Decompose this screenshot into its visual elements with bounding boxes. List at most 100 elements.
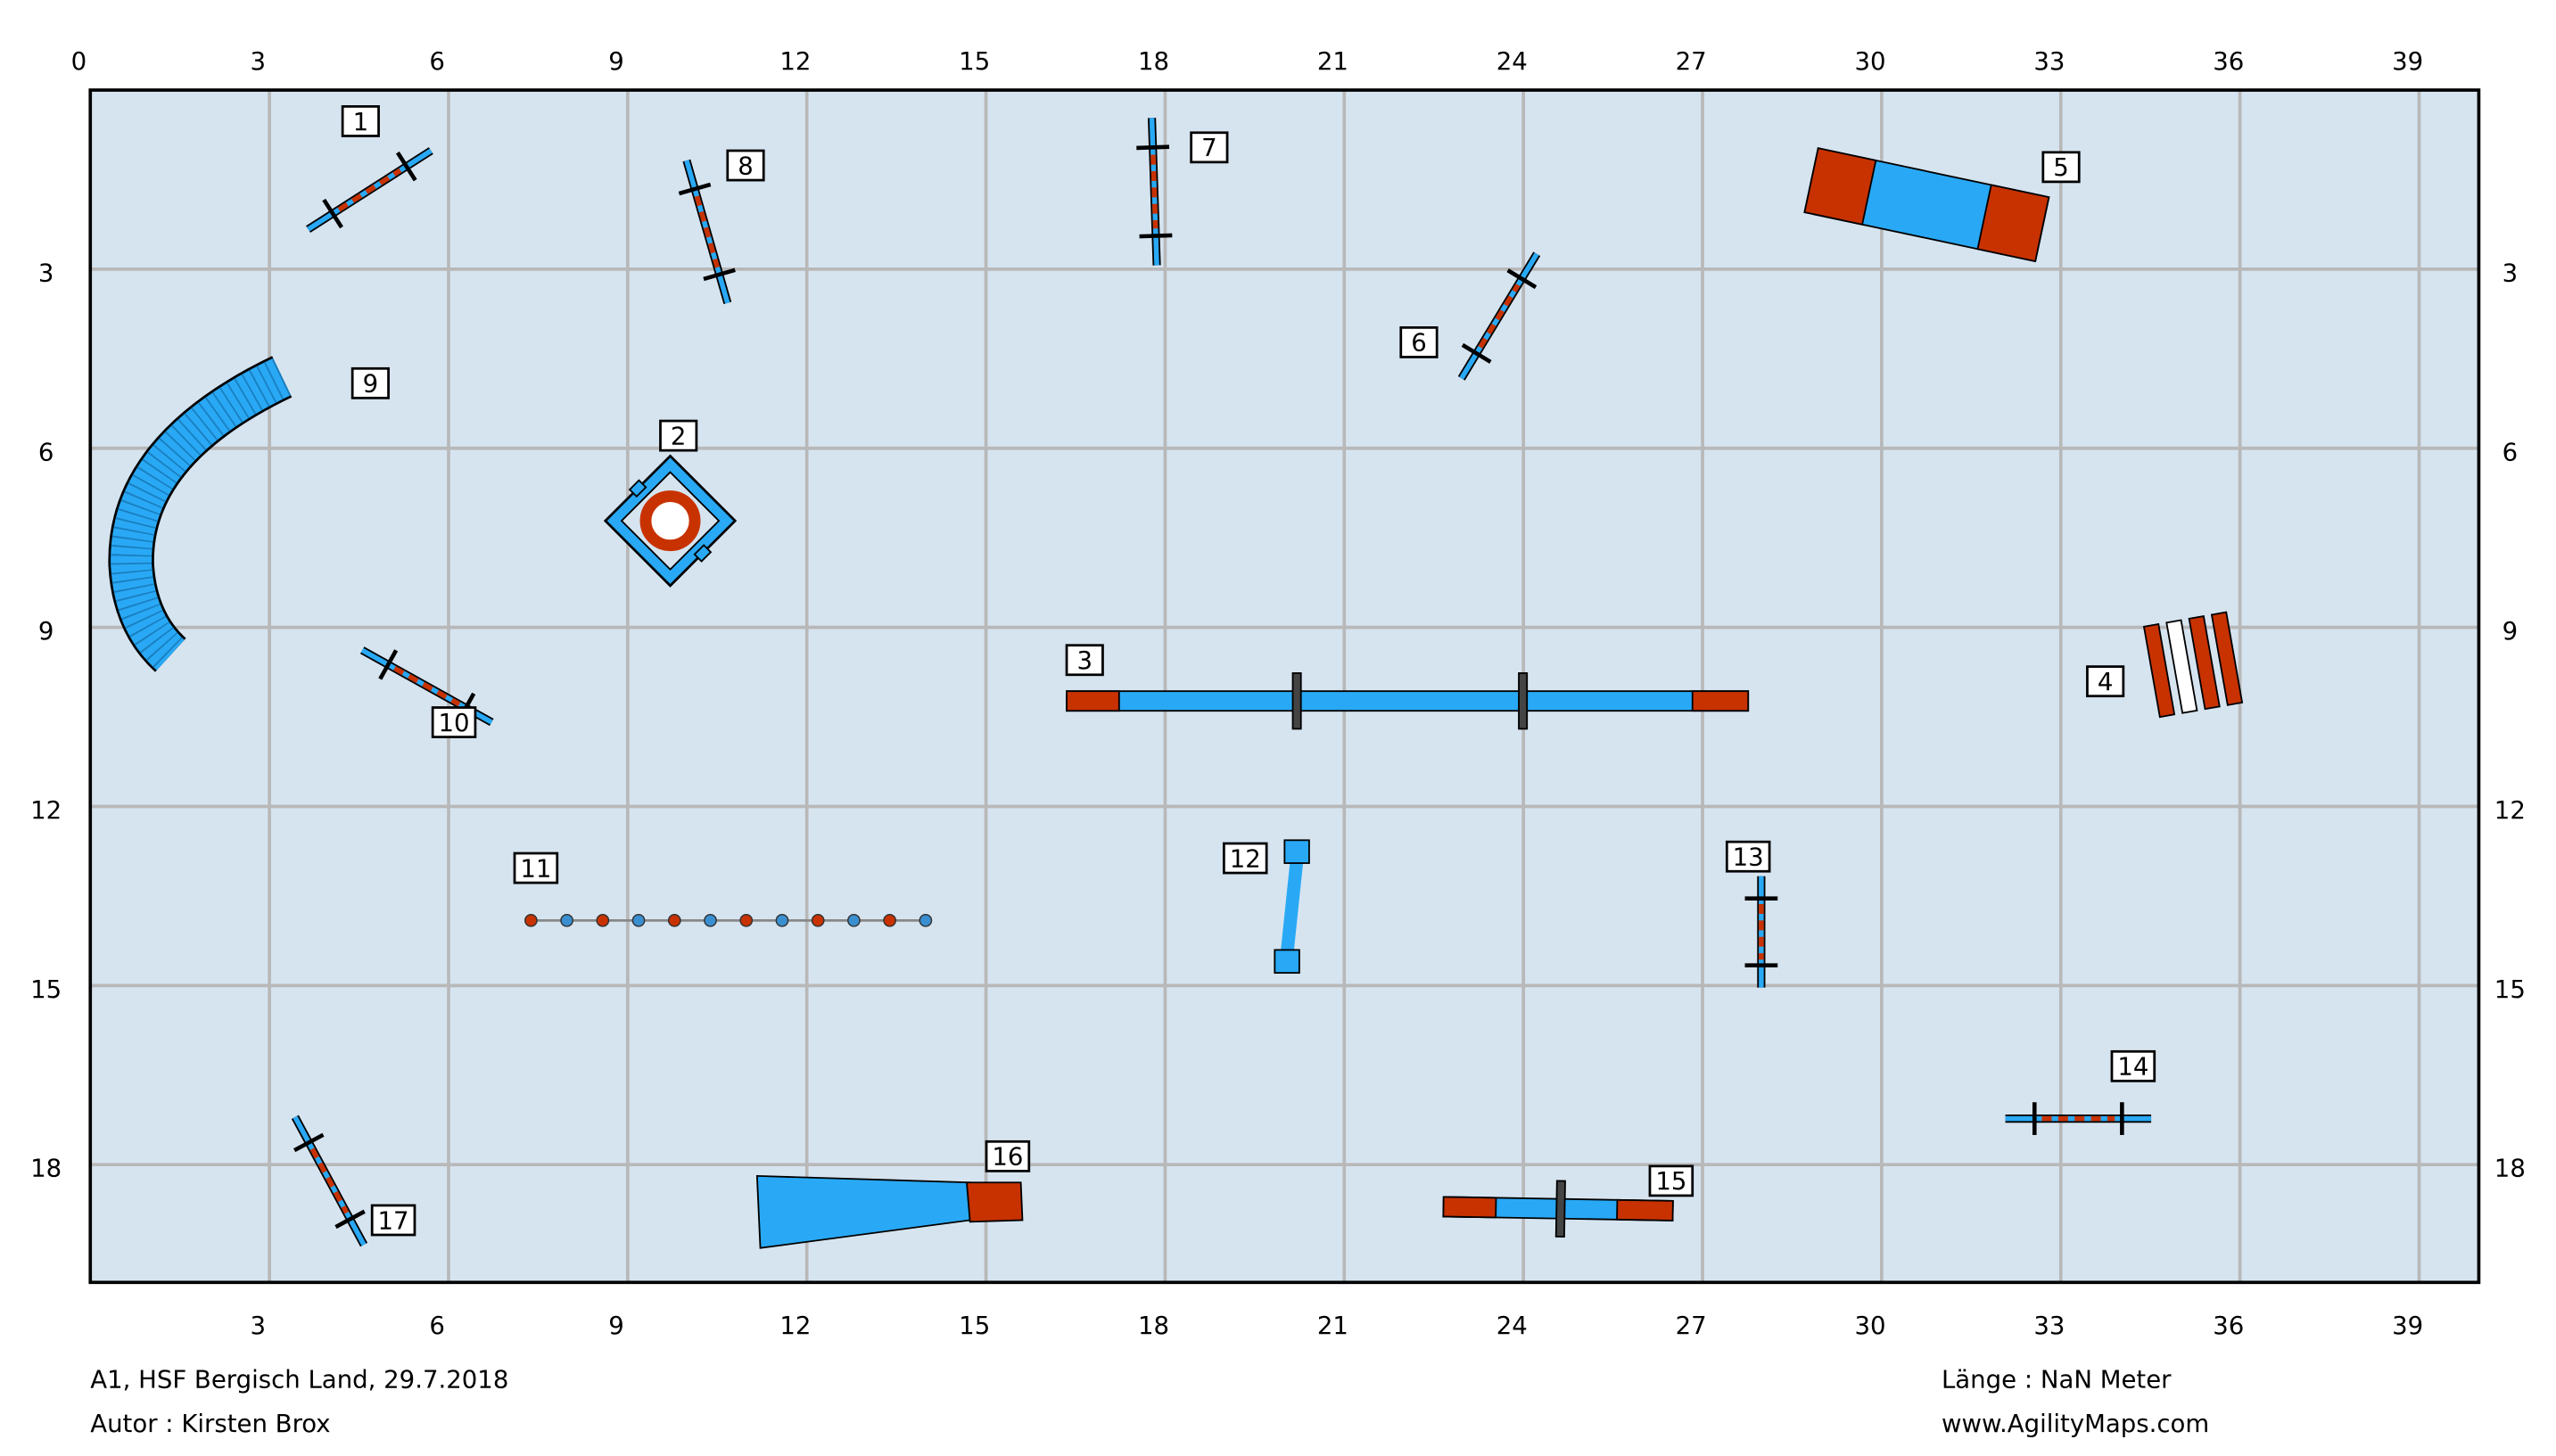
label-box — [659, 419, 698, 452]
weave-pole — [847, 913, 861, 927]
obstacle-number: 15 — [1655, 1167, 1686, 1196]
label-box — [2041, 151, 2081, 184]
label-box — [985, 1139, 1031, 1172]
weave-pole — [919, 913, 933, 927]
obstacle-number: 8 — [738, 152, 754, 180]
jump-middle — [1478, 284, 1521, 349]
obstacle-number: 11 — [520, 854, 551, 883]
field — [90, 90, 2479, 1283]
x-tick-label: 21 — [1317, 47, 1348, 76]
grid — [90, 90, 2479, 1283]
x-tick-label: 21 — [1317, 1312, 1348, 1340]
y-tick-label: 12 — [2494, 796, 2526, 825]
y-tick-label: 12 — [30, 796, 62, 825]
obstacle-number: 9 — [363, 370, 379, 399]
x-tick-label: 9 — [608, 1312, 624, 1340]
field-border — [88, 88, 2481, 1285]
y-tick-label: 9 — [38, 617, 54, 646]
y-tick-label: 3 — [2502, 259, 2519, 287]
label-box — [2110, 1049, 2156, 1082]
jump-wing — [1139, 233, 1173, 239]
y-tick-label: 15 — [2494, 975, 2526, 1004]
weave-pole — [524, 913, 538, 927]
x-tick-label: 33 — [2033, 1312, 2065, 1340]
jump-wing — [378, 649, 399, 680]
x-tick-label: 24 — [1496, 1312, 1528, 1340]
jump-middle — [1150, 154, 1158, 229]
obstacle-number: 1 — [353, 108, 369, 136]
jump-wing — [1461, 342, 1492, 364]
x-tick-label: 39 — [2392, 47, 2423, 76]
jump — [678, 159, 736, 305]
jump-wing — [703, 267, 736, 282]
x-tick-label: 3 — [250, 1312, 266, 1340]
obstacle-number: 5 — [2053, 153, 2069, 182]
jump-middle — [393, 666, 461, 707]
jump-wing — [1136, 144, 1170, 151]
x-tick-label: 39 — [2392, 1312, 2423, 1340]
long-jump — [2142, 611, 2244, 719]
weave-pole — [775, 913, 789, 927]
obstacle-number: 2 — [671, 422, 687, 450]
x-tick-label: 30 — [1855, 47, 1886, 76]
x-tick-label: 36 — [2213, 47, 2244, 76]
chute-entry — [965, 1181, 1024, 1223]
weave-pole — [811, 913, 825, 927]
author-text: Autor : Kirsten Brox — [90, 1410, 330, 1438]
x-tick-label: 24 — [1496, 47, 1528, 76]
jump-middle — [309, 1148, 350, 1214]
obstacle-number: 10 — [439, 709, 470, 737]
weave-pole — [667, 913, 681, 927]
x-tick-label: 6 — [429, 47, 445, 76]
label-box — [350, 366, 390, 399]
jump — [291, 1115, 368, 1247]
x-tick-label: 6 — [429, 1312, 445, 1340]
jump — [1744, 876, 1778, 988]
jump-wing — [293, 1132, 325, 1153]
jump-wing — [334, 1209, 366, 1230]
y-tick-label: 9 — [2502, 617, 2519, 646]
label-box — [370, 1204, 416, 1237]
x-tick-label: 27 — [1676, 1312, 1707, 1340]
obstacle-number: 7 — [1201, 134, 1217, 162]
x-tick-label: 18 — [1138, 47, 1169, 76]
length-text: Länge : NaN Meter — [1942, 1366, 2172, 1394]
y-tick-label: 6 — [2502, 438, 2519, 466]
label-box — [341, 105, 380, 137]
y-tick-label: 18 — [30, 1155, 62, 1183]
jump-wing — [678, 182, 712, 196]
jump — [306, 147, 433, 234]
x-tick-label: 3 — [250, 47, 266, 76]
x-tick-label: 36 — [2213, 1312, 2244, 1340]
site-text: www.AgilityMaps.com — [1942, 1410, 2209, 1438]
weave-pole — [883, 913, 897, 927]
jump — [1136, 118, 1173, 266]
x-tick-label: 0 — [71, 47, 87, 76]
label-box — [1725, 840, 1771, 873]
tunnel-fill — [111, 358, 292, 670]
x-tick-label: 15 — [959, 1312, 990, 1340]
x-tick-label: 27 — [1676, 47, 1707, 76]
jump-wing — [395, 151, 417, 182]
jump-wing — [322, 198, 343, 229]
obstacle-number: 6 — [1411, 329, 1427, 358]
label-box — [1065, 644, 1104, 677]
obstacle-number: 17 — [378, 1206, 409, 1235]
y-tick-label: 15 — [30, 975, 62, 1004]
weave-pole — [596, 913, 610, 927]
obstacle-number: 12 — [1230, 844, 1261, 873]
seesaw — [1442, 1180, 1674, 1238]
y-tick-label: 18 — [2494, 1155, 2526, 1183]
obstacle-number: 3 — [1076, 646, 1092, 675]
weave-pole — [739, 913, 754, 927]
y-tick-label: 3 — [38, 259, 54, 287]
x-tick-label: 15 — [959, 47, 990, 76]
obstacle-number: 13 — [1733, 843, 1764, 872]
event-text: A1, HSF Bergisch Land, 29.7.2018 — [90, 1366, 508, 1394]
jump — [1457, 251, 1541, 381]
obstacle-number: 16 — [992, 1143, 1023, 1172]
dogwalk — [1066, 672, 1750, 730]
label-box — [1648, 1164, 1694, 1197]
